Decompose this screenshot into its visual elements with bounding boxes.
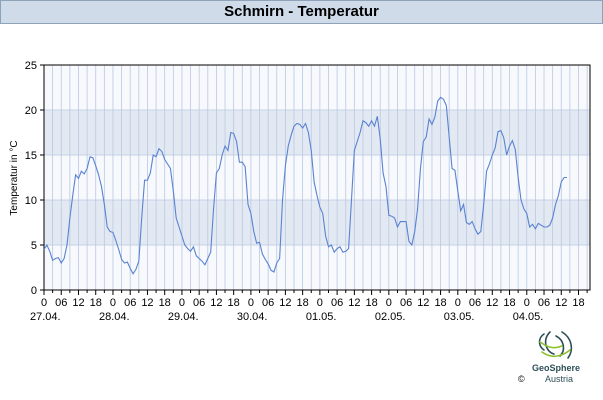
geosphere-logo-icon (538, 331, 573, 359)
x-tick-label: 18 (228, 297, 240, 309)
y-band (44, 110, 590, 155)
x-tick-label: 0 (179, 297, 185, 309)
x-tick-label: 06 (55, 297, 67, 309)
y-tick-label: 0 (31, 285, 37, 297)
day-label: 30.04. (237, 311, 268, 323)
x-tick-label: 0 (41, 297, 47, 309)
axes (40, 64, 591, 295)
day-label: 27.04. (30, 311, 61, 323)
x-tick-label: 06 (124, 297, 136, 309)
plot-area (44, 65, 590, 290)
x-tick-label: 18 (365, 297, 377, 309)
x-tick-label: 06 (262, 297, 274, 309)
x-tick-label: 12 (417, 297, 429, 309)
x-tick-label: 12 (348, 297, 360, 309)
plot-frame (43, 64, 591, 291)
day-label: 04.05. (513, 311, 544, 323)
y-tick-label: 10 (25, 195, 37, 207)
y-band (44, 200, 590, 245)
plot-background (44, 65, 590, 290)
x-tick-label: 18 (434, 297, 446, 309)
x-tick-label: 18 (572, 297, 584, 309)
grid-lines (44, 64, 590, 290)
x-tick-label: 06 (400, 297, 412, 309)
x-tick-label: 06 (193, 297, 205, 309)
copyright-symbol: © (518, 374, 525, 384)
y-tick-label: 25 (25, 60, 37, 72)
x-tick-label: 0 (455, 297, 461, 309)
x-tick-label: 18 (159, 297, 171, 309)
day-label: 03.05. (444, 311, 475, 323)
x-tick-label: 0 (110, 297, 116, 309)
x-tick-label: 06 (331, 297, 343, 309)
x-tick-label: 0 (386, 297, 392, 309)
day-label: 28.04. (99, 311, 130, 323)
y-tick-labels: 0 5 10 15 20 25 (25, 60, 37, 297)
x-tick-label: 18 (90, 297, 102, 309)
y-tick-label: 5 (31, 240, 37, 252)
x-tick-label: 0 (248, 297, 254, 309)
temperature-series-line (43, 96, 568, 275)
chart-title: Schmirn - Temperatur (224, 3, 379, 20)
y-tick-label: 20 (25, 105, 37, 117)
y-axis-label: Temperatur in °C (9, 140, 20, 215)
x-tick-label: 12 (72, 297, 84, 309)
day-label: 02.05. (375, 311, 406, 323)
logo-brand-text: GeoSphere (532, 363, 581, 373)
x-tick-label: 18 (503, 297, 515, 309)
day-label: 29.04. (168, 311, 199, 323)
x-tick-label: 12 (210, 297, 222, 309)
x-tick-label: 18 (297, 297, 309, 309)
x-tick-label: 12 (279, 297, 291, 309)
x-tick-label: 06 (469, 297, 481, 309)
x-tick-label: 12 (141, 297, 153, 309)
title-bar: Schmirn - Temperatur (0, 0, 603, 24)
x-tick-label: 0 (524, 297, 530, 309)
logo-brand-subtext: Austria (545, 374, 574, 384)
x-tick-label: 06 (538, 297, 550, 309)
day-label: 01.05. (306, 311, 337, 323)
x-tick-labels: 0 06 12 18 0 06 12 18 0 06 12 18 0 06 12 18 0 06 12 18 0 06 12… (30, 297, 585, 323)
x-tick-label: 0 (317, 297, 323, 309)
y-tick-label: 15 (25, 150, 37, 162)
x-tick-label: 12 (486, 297, 498, 309)
x-tick-label: 12 (555, 297, 567, 309)
